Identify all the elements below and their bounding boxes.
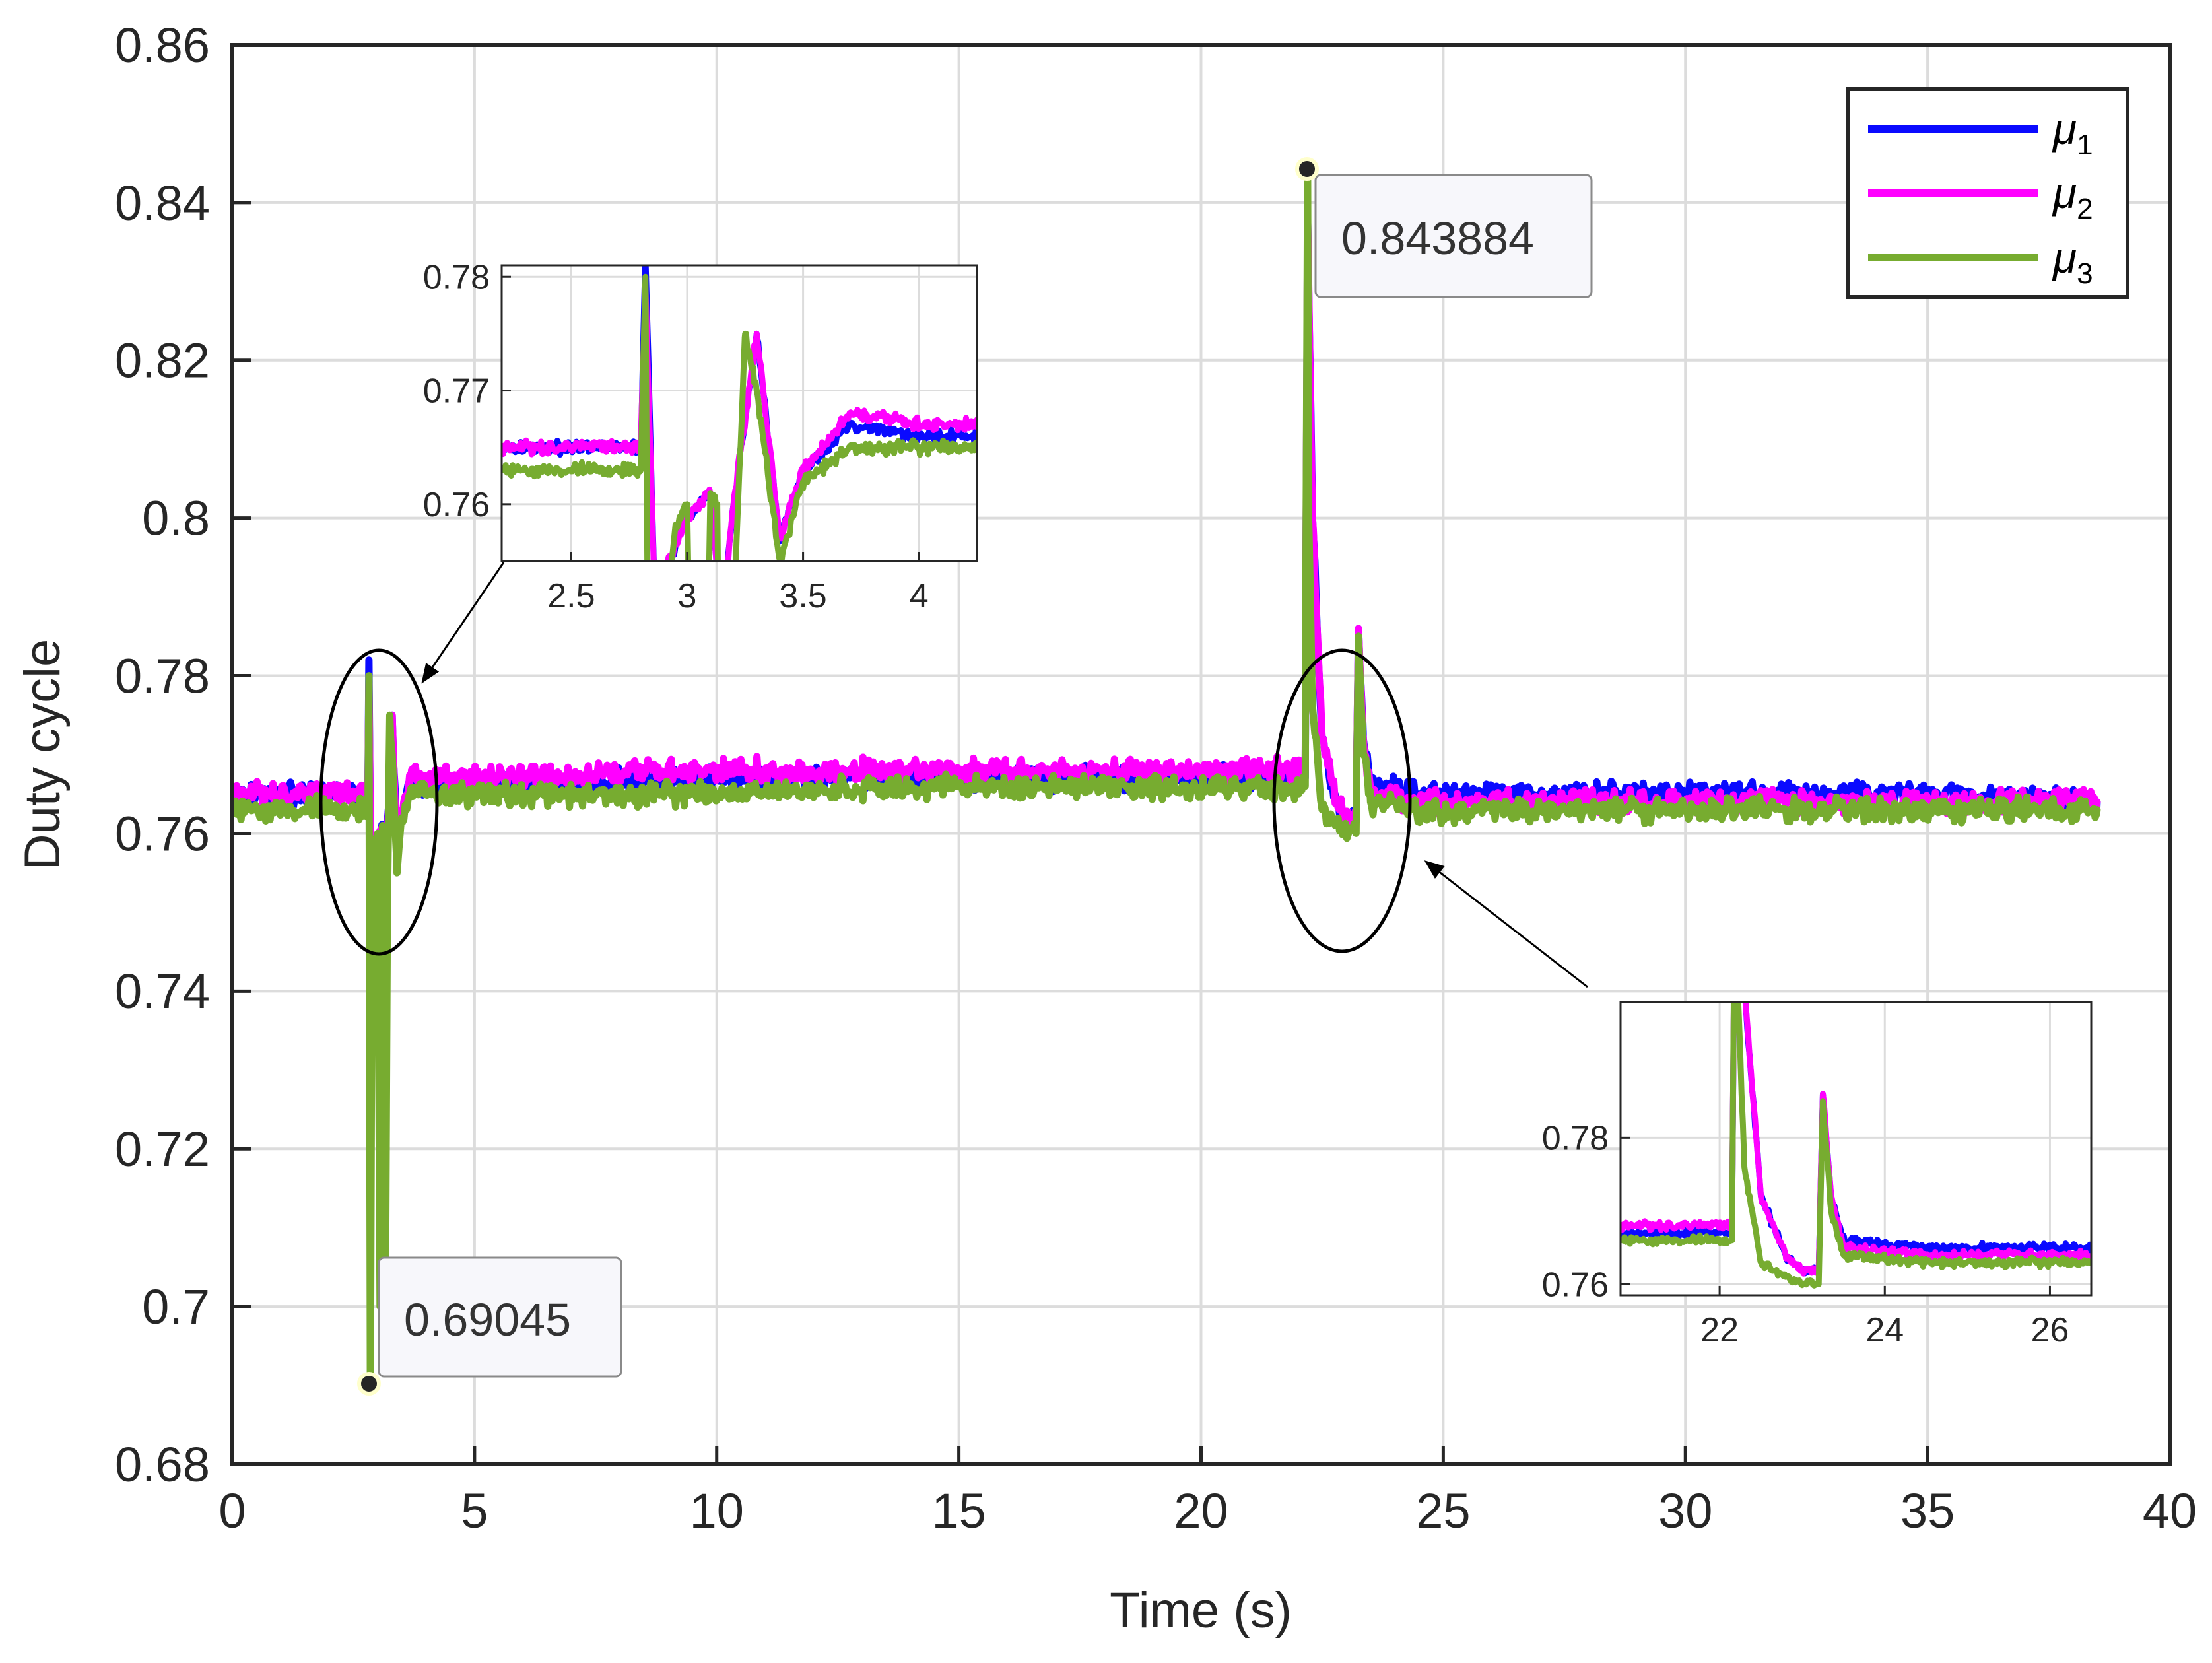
- inset-left-frame: [500, 264, 978, 562]
- main-ytick-label: 0.8: [142, 491, 210, 546]
- x-axis-label: Time (s): [1110, 1582, 1292, 1639]
- main-ytick-label: 0.86: [115, 18, 210, 73]
- inset0-xtick-label: 3: [678, 577, 697, 615]
- arrow-to-right-ellipse: [1424, 860, 1588, 988]
- inset-zoom-right: 22 24 26 0.76 0.78: [1542, 1001, 2093, 1349]
- legend-label-mu1: μ1: [2052, 104, 2093, 161]
- main-xtick-label: 0: [218, 1483, 246, 1538]
- inset1-ytick-label: 0.78: [1542, 1120, 1609, 1158]
- main-ytick-label: 0.7: [142, 1279, 210, 1334]
- main-ytick-label: 0.74: [115, 964, 210, 1019]
- inset1-xtick-label: 22: [1700, 1311, 1739, 1349]
- main-ytick-label: 0.82: [115, 333, 210, 388]
- main-series-line-mu3: [232, 168, 2101, 1390]
- main-ytick-label: 0.68: [115, 1437, 210, 1492]
- main-xtick-label: 20: [1174, 1483, 1228, 1538]
- inset-right-series-group: [1621, 1002, 2091, 1289]
- main-ytick-label: 0.76: [115, 806, 210, 861]
- inset1-xtick-label: 24: [1865, 1311, 1904, 1349]
- inset1-xtick-label: 26: [2031, 1311, 2069, 1349]
- datatip-max-marker: [1295, 157, 1319, 181]
- main-ytick-label: 0.84: [115, 176, 210, 230]
- inset1-ytick-label: 0.76: [1542, 1266, 1609, 1305]
- datatip-min-box: [378, 1256, 622, 1378]
- datatip-max[interactable]: 0.843884: [1295, 157, 1593, 298]
- inset-zoom-left: 2.5 3 3.5 4 0.76 0.77 0.78: [423, 258, 978, 615]
- inset1-series-line-mu2: [1621, 1002, 2091, 1277]
- inset-right-tick-labels: 22 24 26 0.76 0.78: [1542, 1120, 2069, 1349]
- inset0-ytick-label: 0.76: [423, 486, 490, 524]
- inset1-series-line-mu3: [1621, 1002, 2091, 1289]
- main-xtick-label: 25: [1416, 1483, 1470, 1538]
- inset0-ytick-label: 0.77: [423, 372, 490, 411]
- main-xtick-label: 15: [931, 1483, 986, 1538]
- datatip-min[interactable]: 0.69045: [357, 1256, 622, 1396]
- main-ytick-label: 0.78: [115, 648, 210, 703]
- main-series-line-mu2: [232, 215, 2101, 916]
- main-series-group: [232, 168, 2101, 1390]
- inset0-ytick-label: 0.78: [423, 258, 490, 296]
- main-xtick-label: 40: [2143, 1483, 2197, 1538]
- legend[interactable]: μ1 μ2 μ3: [1846, 87, 2129, 299]
- inset-right-frame: [1619, 1001, 2093, 1297]
- inset0-xtick-label: 3.5: [779, 577, 826, 615]
- y-axis-label: Duty cycle: [15, 639, 71, 871]
- legend-label-mu3: μ3: [2052, 233, 2093, 290]
- inset0-xtick-label: 4: [910, 577, 929, 615]
- legend-label-mu2: μ2: [2052, 168, 2093, 225]
- zoom-ellipse-right: [1272, 648, 1412, 953]
- main-ytick-label: 0.72: [115, 1122, 210, 1176]
- inset0-xtick-label: 2.5: [547, 577, 595, 615]
- datatip-min-marker: [357, 1372, 381, 1396]
- main-xtick-label: 30: [1658, 1483, 1712, 1538]
- datatip-max-box: [1314, 174, 1593, 298]
- main-tick-labels: 0 5 10 15 20 25 30 35 40 0.68 0.7 0.72 0.74 0.76 0.78 0…: [115, 18, 2197, 1538]
- main-xtick-label: 5: [461, 1483, 488, 1538]
- main-xtick-label: 10: [690, 1483, 744, 1538]
- main-xtick-label: 35: [1900, 1483, 1955, 1538]
- datatip-min-label: 0.69045: [404, 1294, 571, 1345]
- inset-left-tick-labels: 2.5 3 3.5 4 0.76 0.77 0.78: [423, 258, 929, 615]
- datatip-max-label: 0.843884: [1341, 213, 1534, 264]
- arrow-to-left-ellipse: [421, 562, 505, 684]
- zoom-ellipse-left: [319, 648, 439, 956]
